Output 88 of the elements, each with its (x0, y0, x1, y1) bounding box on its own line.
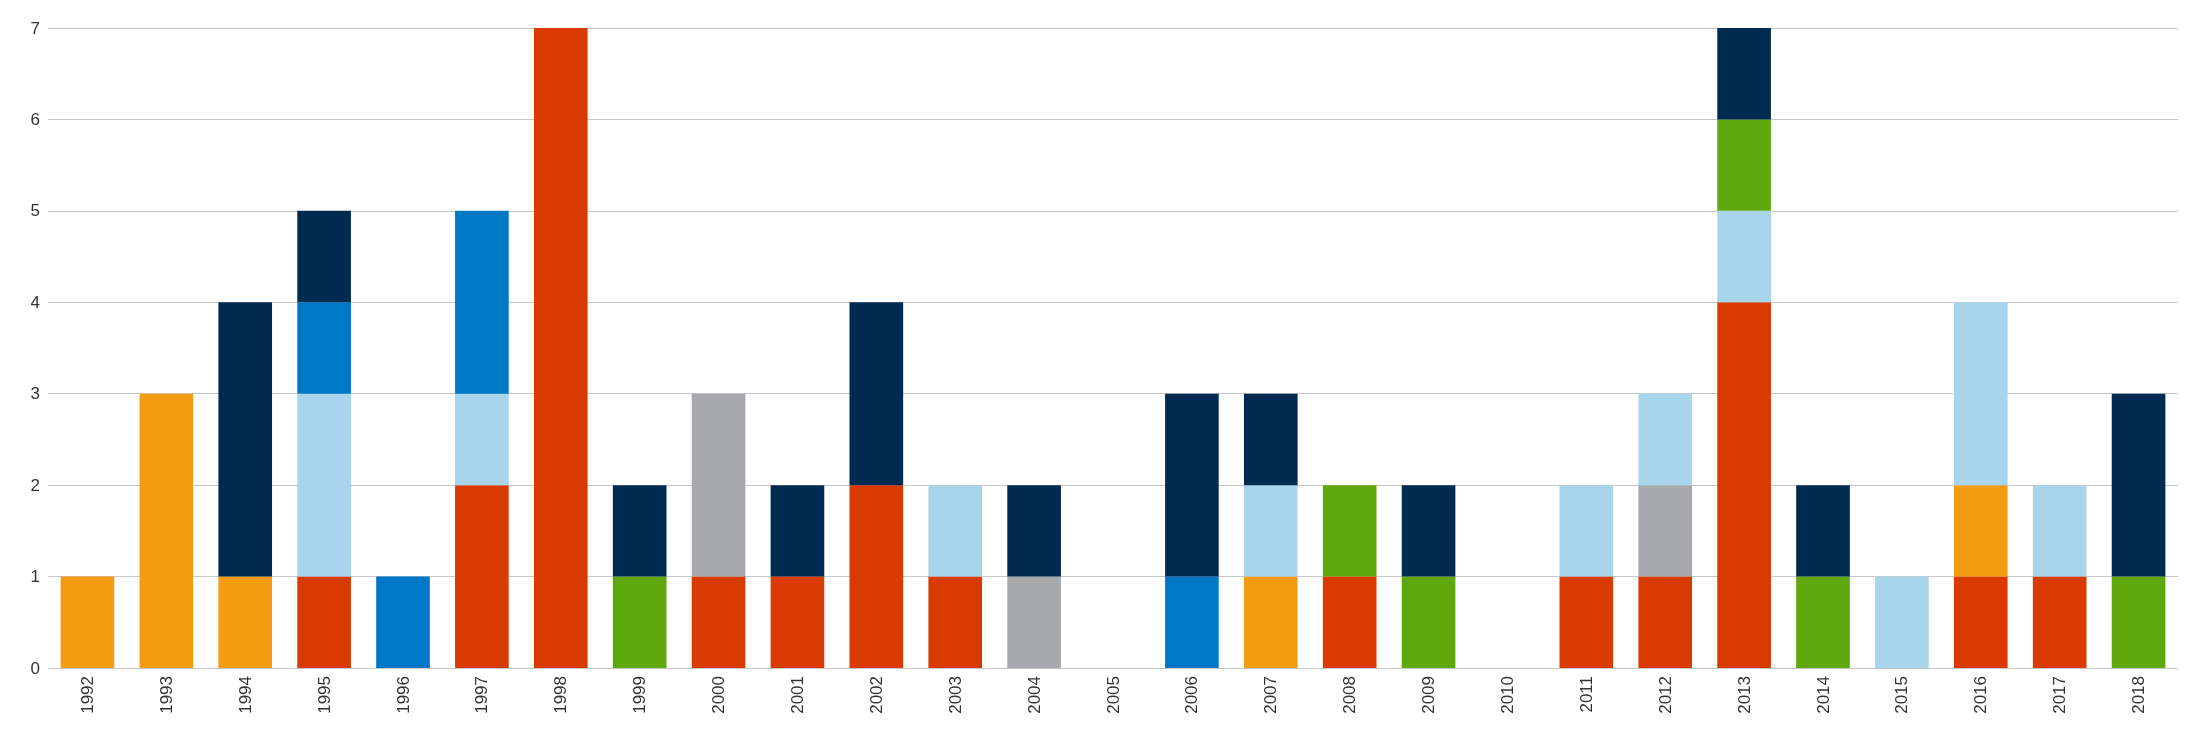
x-tick-label: 2011 (1576, 676, 1596, 713)
x-tick-label: 2005 (1103, 676, 1123, 714)
bar (1953, 485, 2008, 577)
bar (60, 576, 115, 668)
x-tick-label: 2014 (1813, 676, 1833, 714)
x-tick-label: 2004 (1024, 676, 1044, 714)
x-tick-label: 2003 (945, 676, 965, 714)
x-tick-label: 2009 (1419, 676, 1439, 714)
bar (612, 576, 667, 668)
bar (928, 485, 983, 577)
x-tick-label: 1994 (235, 676, 255, 714)
x-tick-label: 2007 (1261, 676, 1281, 714)
bar (1953, 302, 2008, 486)
x-tick-label: 1992 (77, 676, 97, 714)
x-tick-label: 2010 (1497, 676, 1517, 714)
y-tick-label: 3 (30, 384, 40, 404)
bar (455, 485, 509, 668)
x-tick-label: 2002 (866, 676, 886, 714)
bar (1875, 576, 1929, 668)
x-tick-label: 2015 (1892, 676, 1912, 714)
bar (1953, 576, 2008, 668)
y-tick-label: 2 (30, 475, 40, 495)
bar (533, 28, 588, 668)
bar (297, 393, 351, 577)
x-tick-label: 2016 (1971, 676, 1991, 714)
x-tick-label: 1996 (393, 676, 413, 714)
bar (1638, 576, 1693, 668)
bar (1322, 576, 1377, 668)
y-tick-label: 0 (30, 658, 40, 678)
bar (1243, 576, 1298, 668)
bar (1559, 576, 1614, 668)
x-tick-label: 1999 (630, 676, 650, 714)
bar (2111, 576, 2166, 668)
bar (1559, 485, 1614, 577)
bar (218, 576, 273, 668)
bar (297, 302, 351, 394)
bar (1638, 393, 1693, 486)
bar (1401, 576, 1456, 668)
bar (1401, 485, 1456, 577)
x-tick-label: 2018 (2129, 676, 2149, 714)
x-tick-label: 2012 (1655, 676, 1675, 714)
bar (455, 393, 509, 486)
x-tick-label: 1998 (551, 676, 571, 714)
bar (2032, 576, 2087, 668)
bar (1717, 28, 1771, 120)
y-tick-label: 1 (30, 567, 40, 587)
bar (1243, 485, 1298, 577)
bar (218, 302, 273, 577)
x-tick-label: 2001 (787, 676, 807, 714)
bar (1796, 576, 1850, 668)
y-tick-label: 7 (30, 18, 40, 38)
bar (297, 576, 351, 668)
bar (1717, 210, 1771, 303)
y-tick-label: 6 (30, 109, 40, 129)
x-tick-label: 1997 (472, 676, 492, 714)
bar (1717, 302, 1771, 668)
bar (691, 393, 746, 577)
y-tick-label: 4 (30, 292, 40, 312)
x-tick-label: 2000 (709, 676, 729, 714)
bar (849, 302, 904, 486)
bar (297, 210, 351, 303)
bar (1243, 393, 1298, 486)
bar (691, 576, 746, 668)
x-tick-label: 1995 (314, 676, 334, 714)
y-tick-label: 5 (30, 201, 40, 221)
bar (1717, 119, 1771, 211)
bar (1322, 485, 1377, 577)
x-tick-label: 2013 (1734, 676, 1754, 714)
bar (455, 210, 509, 394)
bar (770, 485, 825, 577)
x-tick-label: 1993 (156, 676, 176, 714)
bar (1796, 485, 1850, 577)
bar (1007, 576, 1061, 668)
bar (376, 576, 430, 668)
x-tick-label: 2008 (1340, 676, 1360, 714)
bar (2032, 485, 2087, 577)
x-tick-label: 2017 (2050, 676, 2070, 714)
bar (1007, 485, 1061, 577)
bar (1638, 485, 1693, 577)
bar (1165, 393, 1219, 577)
bar (1165, 576, 1219, 668)
bar (2111, 393, 2166, 577)
bar (928, 576, 983, 668)
bar (612, 485, 667, 577)
bar (770, 576, 825, 668)
bar (849, 485, 904, 668)
bar (139, 393, 194, 668)
x-tick-label: 2006 (1182, 676, 1202, 714)
